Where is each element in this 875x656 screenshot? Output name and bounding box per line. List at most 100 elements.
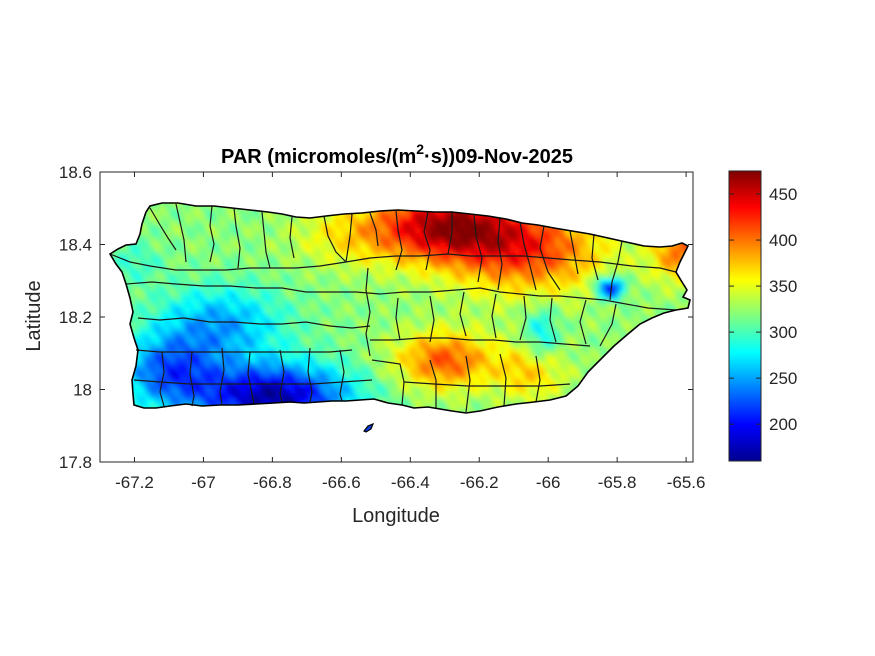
field-cell — [370, 323, 376, 329]
field-cell — [485, 308, 491, 314]
field-cell — [200, 353, 206, 359]
field-cell — [595, 283, 601, 289]
field-cell — [220, 323, 226, 329]
field-cell — [320, 228, 326, 234]
field-cell — [225, 293, 231, 299]
field-cell — [240, 273, 246, 279]
field-cell — [140, 353, 146, 359]
field-cell — [385, 353, 391, 359]
field-cell — [475, 348, 481, 354]
field-cell — [305, 363, 311, 369]
field-cell — [495, 303, 501, 309]
field-cell — [390, 318, 396, 324]
field-cell — [240, 253, 246, 259]
field-cell — [515, 268, 521, 274]
field-cell — [380, 288, 386, 294]
field-cell — [180, 318, 186, 324]
field-cell — [260, 278, 266, 284]
field-cell — [340, 218, 346, 224]
field-cell — [320, 288, 326, 294]
field-cell — [170, 248, 176, 254]
field-cell — [225, 273, 231, 279]
field-cell — [330, 303, 336, 309]
field-cell — [505, 353, 511, 359]
field-cell — [490, 333, 496, 339]
field-cell — [185, 333, 191, 339]
field-cell — [640, 293, 646, 299]
field-cell — [265, 398, 271, 404]
field-cell — [460, 263, 466, 269]
field-cell — [385, 383, 391, 389]
field-cell — [345, 343, 351, 349]
field-cell — [670, 278, 676, 284]
field-cell — [500, 333, 506, 339]
field-cell — [535, 243, 541, 249]
field-cell — [530, 253, 536, 259]
field-cell — [270, 283, 276, 289]
field-cell — [505, 298, 511, 304]
field-cell — [140, 253, 146, 259]
field-cell — [585, 273, 591, 279]
field-cell — [585, 238, 591, 244]
field-cell — [325, 343, 331, 349]
field-cell — [485, 278, 491, 284]
field-cell — [620, 243, 626, 249]
field-cell — [550, 353, 556, 359]
field-cell — [535, 323, 541, 329]
field-cell — [235, 293, 241, 299]
field-cell — [410, 348, 416, 354]
field-cell — [135, 268, 141, 274]
field-cell — [330, 358, 336, 364]
field-cell — [140, 293, 146, 299]
field-cell — [260, 383, 266, 389]
field-cell — [540, 313, 546, 319]
field-cell — [510, 228, 516, 234]
field-cell — [620, 328, 626, 334]
field-cell — [165, 318, 171, 324]
field-cell — [290, 293, 296, 299]
field-cell — [390, 303, 396, 309]
field-cell — [390, 328, 396, 334]
field-cell — [545, 318, 551, 324]
field-cell — [375, 263, 381, 269]
field-cell — [620, 323, 626, 329]
field-cell — [555, 263, 561, 269]
field-cell — [440, 383, 446, 389]
field-cell — [555, 278, 561, 284]
field-cell — [260, 248, 266, 254]
field-cell — [155, 338, 161, 344]
field-cell — [255, 258, 261, 264]
field-cell — [260, 288, 266, 294]
field-cell — [545, 388, 551, 394]
field-cell — [320, 378, 326, 384]
field-cell — [560, 343, 566, 349]
field-cell — [190, 348, 196, 354]
field-cell — [315, 303, 321, 309]
field-cell — [485, 228, 491, 234]
field-cell — [320, 218, 326, 224]
field-cell — [380, 378, 386, 384]
field-cell — [215, 358, 221, 364]
field-cell — [370, 348, 376, 354]
field-cell — [375, 298, 381, 304]
field-cell — [410, 388, 416, 394]
field-cell — [425, 263, 431, 269]
field-cell — [430, 223, 436, 229]
field-cell — [450, 293, 456, 299]
field-cell — [150, 248, 156, 254]
field-cell — [230, 213, 236, 219]
field-cell — [450, 328, 456, 334]
field-cell — [160, 303, 166, 309]
field-cell — [260, 358, 266, 364]
field-cell — [375, 368, 381, 374]
field-cell — [165, 368, 171, 374]
field-cell — [510, 273, 516, 279]
field-cell — [365, 263, 371, 269]
field-cell — [565, 233, 571, 239]
field-cell — [315, 378, 321, 384]
field-cell — [230, 393, 236, 399]
field-cell — [150, 218, 156, 224]
field-cell — [430, 303, 436, 309]
field-cell — [535, 223, 541, 229]
field-cell — [490, 373, 496, 379]
